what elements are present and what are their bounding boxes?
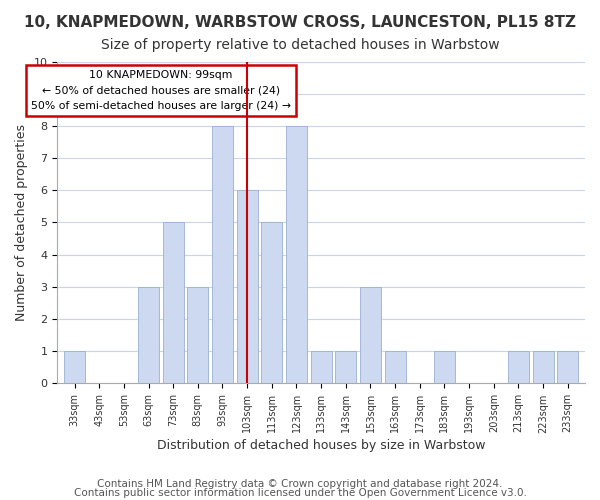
- Bar: [138, 287, 159, 384]
- Text: Size of property relative to detached houses in Warbstow: Size of property relative to detached ho…: [101, 38, 499, 52]
- Bar: [286, 126, 307, 384]
- Bar: [262, 222, 282, 384]
- Bar: [236, 190, 257, 384]
- Bar: [335, 352, 356, 384]
- Y-axis label: Number of detached properties: Number of detached properties: [15, 124, 28, 321]
- Text: Contains HM Land Registry data © Crown copyright and database right 2024.: Contains HM Land Registry data © Crown c…: [97, 479, 503, 489]
- Bar: [64, 352, 85, 384]
- Bar: [385, 352, 406, 384]
- Bar: [434, 352, 455, 384]
- Bar: [163, 222, 184, 384]
- Bar: [212, 126, 233, 384]
- Text: 10 KNAPMEDOWN: 99sqm
← 50% of detached houses are smaller (24)
50% of semi-detac: 10 KNAPMEDOWN: 99sqm ← 50% of detached h…: [31, 70, 291, 110]
- Bar: [508, 352, 529, 384]
- Bar: [533, 352, 554, 384]
- Text: Contains public sector information licensed under the Open Government Licence v3: Contains public sector information licen…: [74, 488, 526, 498]
- Text: 10, KNAPMEDOWN, WARBSTOW CROSS, LAUNCESTON, PL15 8TZ: 10, KNAPMEDOWN, WARBSTOW CROSS, LAUNCEST…: [24, 15, 576, 30]
- Bar: [557, 352, 578, 384]
- Bar: [311, 352, 332, 384]
- Bar: [187, 287, 208, 384]
- Bar: [360, 287, 381, 384]
- X-axis label: Distribution of detached houses by size in Warbstow: Distribution of detached houses by size …: [157, 440, 485, 452]
